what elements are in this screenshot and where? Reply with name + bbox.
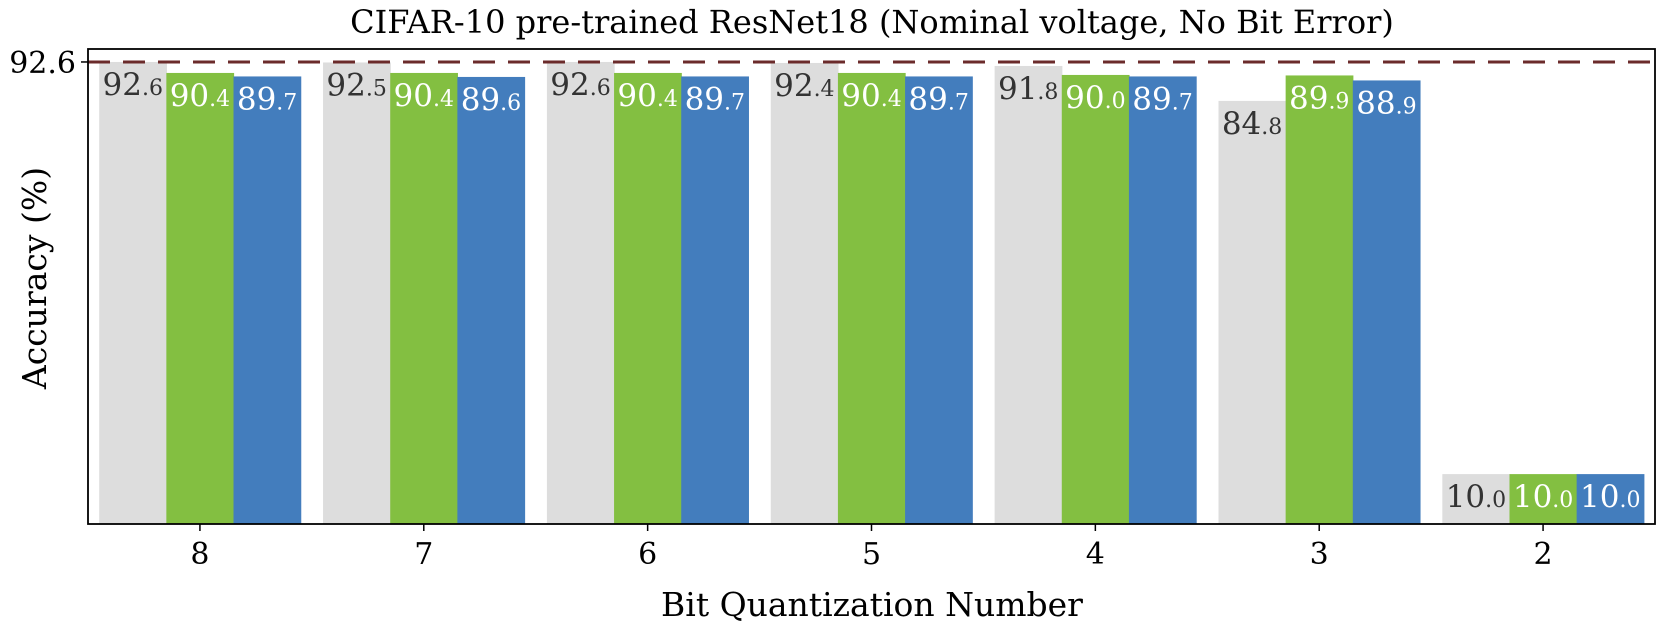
data-label-cat2-series2: 10.0	[1513, 479, 1573, 515]
bar-cat8-series2	[166, 72, 235, 524]
bar-cat2-series3	[1576, 474, 1645, 524]
data-label-cat5-series2: 90.4	[841, 78, 901, 114]
x-tick-label: 7	[414, 537, 433, 572]
data-label-cat5-series1: 92.4	[774, 68, 834, 104]
bar-cat7-series3	[457, 76, 526, 525]
bar-cat5-series1	[770, 62, 839, 525]
bar-cat5-series2	[837, 72, 906, 524]
data-label-cat4-series3: 89.7	[1132, 81, 1192, 117]
data-label-cat4-series2: 90.0	[1065, 80, 1125, 116]
data-label-cat6-series3: 89.7	[685, 81, 745, 117]
bar-cat6-series1	[546, 61, 615, 525]
data-labels-layer: 92.6 90.4 89.7 92.5 90.4 89.692.6 90.4 89.7 92.4…	[103, 67, 1641, 515]
bar-cat4-series1	[994, 65, 1063, 524]
data-label-cat5-series3: 89.7	[908, 81, 968, 117]
bar-cat6-series2	[614, 72, 682, 524]
bar-cat5-series3	[905, 76, 973, 524]
data-label-cat8-series3: 89.7	[237, 81, 297, 117]
x-tick-label: 2	[1534, 537, 1553, 572]
bar-cat4-series3	[1128, 76, 1197, 524]
bar-cat6-series3	[681, 76, 749, 524]
data-label-cat4-series1: 91.8	[998, 71, 1058, 107]
y-tick-label: 92.6	[9, 46, 76, 81]
data-label-cat8-series2: 90.4	[170, 78, 230, 114]
x-tick-label: 8	[190, 537, 209, 572]
y-axis-label: Accuracy (%)	[15, 167, 54, 390]
x-tick-label: 4	[1086, 537, 1105, 572]
bar-cat3-series1	[1218, 100, 1287, 525]
bar-cat7-series2	[390, 72, 458, 524]
y-ticks-layer: 92.6	[9, 46, 88, 81]
x-ticks-layer: 8 7 6 5 4 3 2	[190, 524, 1553, 572]
bar-cat3-series3	[1352, 80, 1421, 524]
x-tick-label: 6	[638, 537, 657, 572]
bars-layer	[99, 61, 1645, 525]
x-tick-label: 5	[862, 537, 881, 572]
x-tick-label: 3	[1310, 537, 1329, 572]
data-label-cat3-series1: 84.8	[1222, 106, 1282, 142]
bar-cat2-series1	[1442, 474, 1511, 524]
data-label-cat6-series2: 90.4	[617, 78, 677, 114]
data-label-cat2-series3: 10.0	[1580, 479, 1640, 515]
data-label-cat6-series1: 92.6	[550, 67, 610, 103]
data-label-cat3-series2: 89.9	[1289, 80, 1349, 116]
data-label-cat2-series1: 10.0	[1446, 479, 1506, 515]
bar-cat7-series1	[323, 62, 391, 524]
chart-title: CIFAR-10 pre-trained ResNet18 (Nominal v…	[350, 3, 1394, 41]
bar-cat2-series2	[1509, 474, 1578, 524]
data-label-cat3-series3: 88.9	[1356, 85, 1416, 121]
bar-cat3-series2	[1285, 75, 1354, 524]
bar-cat4-series2	[1061, 74, 1130, 525]
data-label-cat7-series2: 90.4	[394, 78, 454, 114]
bar-cat8-series3	[233, 76, 302, 524]
bar-cat8-series1	[99, 61, 167, 525]
data-label-cat8-series1: 92.6	[103, 67, 163, 103]
data-label-cat7-series1: 92.5	[326, 67, 386, 103]
data-label-cat7-series3: 89.6	[461, 82, 521, 118]
x-axis-label: Bit Quantization Number	[661, 585, 1083, 624]
